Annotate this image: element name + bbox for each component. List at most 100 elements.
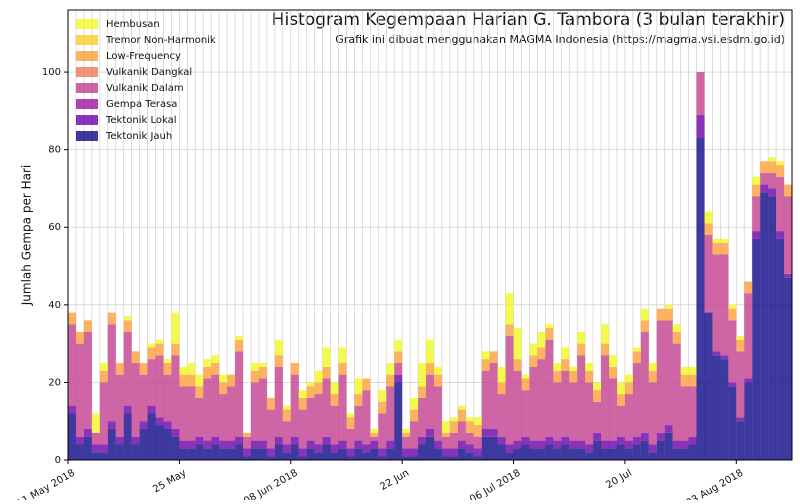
bar-segment bbox=[274, 436, 283, 445]
bar-segment bbox=[752, 231, 761, 239]
bar-segment bbox=[75, 331, 84, 344]
bar-segment bbox=[776, 161, 785, 166]
bar-segment bbox=[338, 374, 347, 441]
bar-segment bbox=[784, 196, 792, 274]
bar-segment bbox=[664, 432, 673, 460]
bar-segment bbox=[457, 409, 466, 422]
bar-segment bbox=[760, 172, 769, 185]
bar-segment bbox=[632, 444, 641, 460]
bar-segment bbox=[282, 444, 291, 453]
bar-segment bbox=[776, 176, 785, 232]
bar-segment bbox=[163, 421, 172, 429]
bar-segment bbox=[107, 312, 116, 325]
bar-segment bbox=[672, 331, 681, 344]
bar-segment bbox=[505, 293, 514, 325]
bar-segment bbox=[704, 223, 713, 235]
bar-segment bbox=[99, 363, 108, 371]
bar-segment bbox=[147, 405, 156, 414]
bar-segment bbox=[219, 382, 228, 395]
bar-segment bbox=[75, 444, 84, 460]
bar-segment bbox=[68, 312, 76, 325]
bar-segment bbox=[688, 386, 697, 437]
bar-segment bbox=[784, 273, 792, 278]
bar-segment bbox=[147, 359, 156, 406]
bar-segment bbox=[784, 277, 792, 460]
bar-segment bbox=[83, 320, 92, 332]
bar-segment bbox=[179, 448, 188, 460]
bar-segment bbox=[386, 374, 395, 387]
bar-segment bbox=[680, 448, 689, 460]
bar-segment bbox=[465, 444, 474, 453]
bar-segment bbox=[139, 363, 148, 375]
bar-segment bbox=[330, 394, 339, 406]
bar-segment bbox=[211, 363, 220, 375]
plot-frame bbox=[67, 9, 793, 461]
bar-segment bbox=[75, 343, 84, 437]
bar-segment bbox=[609, 440, 617, 449]
bar-segment bbox=[258, 363, 267, 367]
bar-segment bbox=[489, 436, 498, 460]
bar-segment bbox=[609, 448, 617, 460]
bar-segment bbox=[640, 320, 649, 332]
bar-segment bbox=[553, 382, 562, 441]
bar-segment bbox=[736, 351, 745, 418]
bar-segment bbox=[402, 428, 411, 433]
bar-segment bbox=[728, 382, 737, 387]
bar-segment bbox=[720, 359, 729, 460]
bar-segment bbox=[609, 378, 617, 441]
bar-segment bbox=[537, 347, 546, 360]
bar-segment bbox=[449, 421, 458, 433]
bar-segment bbox=[616, 436, 625, 445]
y-tick-label: 40 bbox=[48, 300, 61, 311]
bar-segment bbox=[696, 138, 705, 460]
bar-segment bbox=[656, 440, 665, 460]
bar-segment bbox=[672, 324, 681, 332]
bar-segment bbox=[274, 366, 283, 437]
bar-segment bbox=[418, 436, 427, 445]
bar-segment bbox=[187, 448, 196, 460]
bar-segment bbox=[274, 355, 283, 367]
bar-segment bbox=[131, 363, 140, 437]
bar-segment bbox=[378, 390, 387, 402]
bar-segment bbox=[752, 196, 761, 232]
bar-segment bbox=[497, 436, 506, 445]
bar-segment bbox=[219, 440, 228, 449]
bar-segment bbox=[521, 374, 530, 379]
bar-segment bbox=[298, 409, 307, 449]
legend-label: Vulkanik Dangkal bbox=[106, 67, 192, 78]
bar-segment bbox=[624, 394, 633, 441]
bar-segment bbox=[752, 176, 761, 185]
bar-segment bbox=[91, 413, 100, 433]
bar-segment bbox=[457, 448, 466, 460]
bar-segment bbox=[338, 347, 347, 364]
bar-segment bbox=[227, 448, 236, 460]
bar-segment bbox=[537, 448, 546, 460]
bar-segment bbox=[354, 394, 363, 406]
bar-segment bbox=[728, 308, 737, 321]
bar-segment bbox=[282, 405, 291, 410]
bar-segment bbox=[75, 436, 84, 445]
bar-segment bbox=[370, 428, 379, 433]
bar-segment bbox=[752, 184, 761, 197]
bar-segment bbox=[426, 363, 434, 375]
bar-segment bbox=[728, 304, 737, 309]
bar-segment bbox=[107, 421, 116, 429]
bar-segment bbox=[354, 405, 363, 441]
bar-segment bbox=[624, 448, 633, 460]
bar-segment bbox=[362, 378, 371, 391]
y-tick-label: 100 bbox=[42, 67, 61, 78]
bar-segment bbox=[593, 440, 602, 460]
bar-segment bbox=[441, 432, 450, 437]
bar-segment bbox=[561, 347, 570, 360]
bar-segment bbox=[235, 351, 244, 437]
bar-segment bbox=[577, 440, 586, 449]
bar-segment bbox=[322, 444, 331, 460]
bar-segment bbox=[235, 335, 244, 340]
bar-segment bbox=[410, 456, 419, 460]
bar-segment bbox=[115, 436, 124, 445]
bar-segment bbox=[601, 440, 610, 449]
bar-segment bbox=[768, 157, 777, 162]
bar-segment bbox=[290, 374, 299, 437]
bar-segment bbox=[593, 390, 602, 402]
legend-label: Gempa Terasa bbox=[106, 99, 177, 110]
